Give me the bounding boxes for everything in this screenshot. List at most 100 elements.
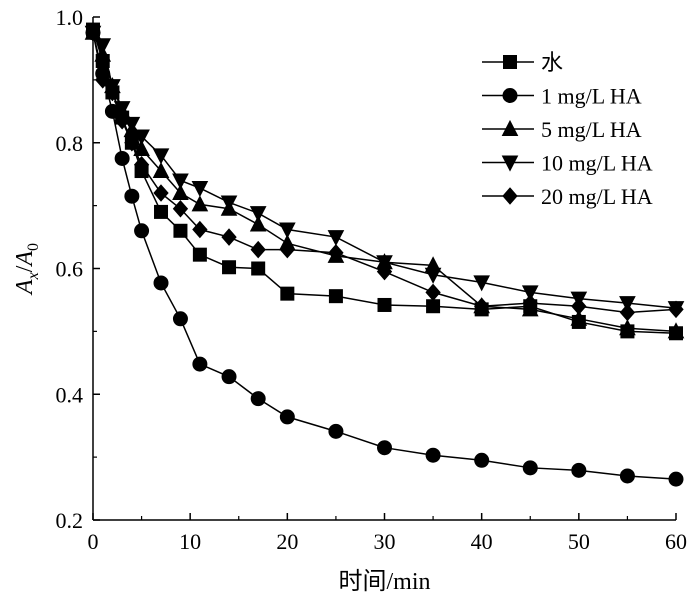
- y-tick-label: 0.4: [56, 382, 84, 407]
- data-point: [279, 409, 295, 425]
- data-point: [192, 247, 207, 262]
- data-point: [279, 240, 295, 259]
- legend-marker: [503, 55, 517, 69]
- data-point: [85, 23, 101, 42]
- data-point: [173, 223, 188, 238]
- data-point: [249, 206, 267, 223]
- legend-label: 水: [541, 50, 563, 75]
- data-point: [192, 356, 208, 372]
- data-point: [94, 38, 112, 55]
- x-tick-label: 20: [276, 529, 298, 554]
- legend: 水 1 mg/L HA 5 mg/L HA 10 mg/L HA 20 mg/L HA: [482, 50, 653, 209]
- y-title-slash: /: [12, 265, 38, 272]
- data-point: [570, 309, 588, 326]
- y-tick-label: 0.8: [56, 131, 84, 156]
- data-point: [425, 283, 441, 302]
- data-point: [133, 139, 150, 157]
- data-point: [221, 369, 237, 385]
- data-point: [172, 311, 188, 327]
- data-point: [521, 285, 539, 302]
- data-point: [522, 460, 538, 476]
- series-2: [85, 25, 684, 487]
- legend-marker: [502, 187, 518, 205]
- legend-label: 5 mg/L HA: [541, 117, 642, 142]
- data-point: [153, 184, 169, 202]
- data-point: [153, 275, 169, 291]
- y-tick-label: 1.0: [56, 5, 84, 30]
- y-axis-title: Ax/A0: [12, 243, 42, 296]
- x-tick-label: 30: [374, 529, 396, 554]
- data-point: [114, 111, 130, 130]
- data-point: [328, 289, 343, 304]
- series-3: [84, 23, 685, 339]
- legend-entry: 5 mg/L HA: [482, 117, 642, 142]
- data-point: [133, 129, 150, 146]
- data-point: [280, 286, 295, 301]
- data-point: [172, 173, 189, 190]
- data-point: [251, 261, 266, 276]
- data-point: [104, 83, 121, 102]
- x-axis-title: 时间/min: [338, 568, 430, 595]
- legend-entry: 1 mg/L HA: [482, 84, 642, 109]
- legend-entry: 20 mg/L HA: [482, 184, 653, 209]
- data-point: [377, 297, 392, 312]
- data-point: [220, 195, 238, 212]
- data-point: [192, 220, 208, 239]
- data-point: [154, 204, 169, 219]
- data-point: [134, 223, 150, 239]
- x-tick-label: 50: [568, 529, 590, 554]
- y-tick-label: 0.6: [56, 257, 84, 282]
- data-point: [95, 71, 111, 89]
- data-point: [124, 133, 140, 152]
- data-point: [426, 299, 441, 314]
- data-point: [474, 452, 490, 468]
- data-point: [152, 161, 170, 179]
- data-point: [668, 471, 684, 487]
- data-point: [279, 222, 296, 239]
- data-point: [327, 230, 345, 247]
- x-tick-label: 40: [471, 529, 493, 554]
- x-ticks: 0 10 20 30 40 50 60: [88, 513, 687, 554]
- data-point: [222, 260, 237, 275]
- y-ticks: 0.2 0.4 0.6 0.8 1.0: [56, 5, 100, 533]
- data-point: [221, 228, 237, 246]
- data-point: [133, 155, 150, 174]
- y-title-base: A: [12, 279, 38, 296]
- data-point: [328, 423, 344, 439]
- legend-marker: [501, 155, 519, 172]
- data-point: [571, 462, 587, 478]
- data-point: [619, 319, 636, 336]
- data-point: [250, 240, 266, 259]
- legend-label: 1 mg/L HA: [541, 84, 642, 109]
- data-point: [473, 275, 490, 292]
- data-point: [425, 447, 441, 463]
- data-point: [328, 244, 344, 262]
- data-point: [377, 440, 392, 456]
- data-point: [668, 300, 684, 319]
- legend-marker: [502, 88, 518, 103]
- data-point: [571, 297, 587, 315]
- x-tick-label: 10: [179, 529, 201, 554]
- data-point: [376, 262, 393, 281]
- plot-area: 0 10 20 30 40 50 60 0.2 0.4 0.6 0.8 1.0: [56, 5, 688, 554]
- legend-entry: 10 mg/L HA: [482, 151, 653, 176]
- data-point: [124, 188, 140, 204]
- data-point: [191, 195, 209, 212]
- data-point: [474, 297, 490, 315]
- legend-entry: 水: [482, 50, 563, 75]
- data-point: [191, 181, 209, 198]
- series-1: [86, 22, 683, 341]
- y-title-sub1: x: [25, 272, 42, 280]
- legend-label: 20 mg/L HA: [541, 184, 653, 209]
- y-title-sub2: 0: [25, 243, 42, 251]
- legend-marker: [501, 119, 519, 136]
- y-tick-label: 0.2: [56, 508, 84, 533]
- data-point: [250, 391, 266, 407]
- data-point: [619, 468, 635, 484]
- data-point: [424, 267, 442, 284]
- series-5: [85, 23, 684, 322]
- data-point: [172, 200, 189, 218]
- x-tick-label: 60: [665, 529, 687, 554]
- x-tick-label: 0: [88, 529, 99, 554]
